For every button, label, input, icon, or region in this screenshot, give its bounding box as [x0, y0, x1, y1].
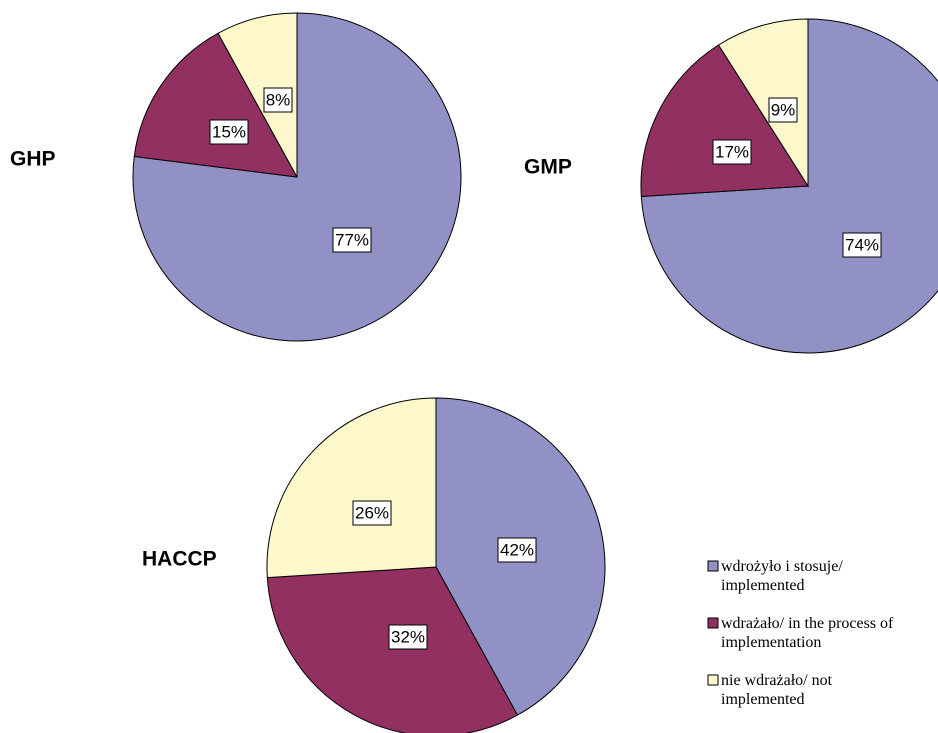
- chart-title: GHP: [10, 148, 56, 171]
- data-label-box: [352, 500, 392, 526]
- pie-slice-not-implemented: [217, 12, 298, 178]
- legend-label-line2: implementation: [721, 634, 821, 651]
- legend-swatch: [707, 560, 719, 572]
- data-label-in-process: 32%: [388, 624, 428, 650]
- data-label-text: 15%: [212, 122, 246, 141]
- legend-label-line1: wdrożyło i stosuje/: [721, 558, 843, 575]
- data-label-in-process: 17%: [712, 139, 752, 165]
- data-label-box: [332, 227, 372, 253]
- data-label-box: [388, 624, 428, 650]
- legend-label-line2: implemented: [721, 691, 805, 708]
- legend-label-line1: nie wdrażało/ not: [721, 672, 833, 689]
- legend-item-not-implemented: nie wdrażało/ not implemented: [707, 672, 833, 708]
- pie-slice-not-implemented: [717, 18, 809, 188]
- pie-chart-haccp: HACCP 42% 32% 26%: [142, 397, 606, 733]
- legend-label-line2: implemented: [721, 577, 805, 594]
- data-label-not-implemented: 9%: [768, 97, 798, 123]
- data-label-implemented: 74%: [842, 232, 882, 258]
- pie-slice-in-process: [133, 32, 298, 178]
- data-label-box: [497, 537, 537, 563]
- pies-layer: GHP 77% 15% 8% GMP 74% 17% 9% HACCP 42% 32% 26%: [10, 12, 938, 733]
- pie-slice-in-process: [640, 44, 809, 198]
- legend-label-line1: wdrażało/ in the process of: [721, 615, 894, 632]
- data-label-box: [712, 139, 752, 165]
- pie-chart-gmp: GMP 74% 17% 9%: [524, 18, 938, 354]
- data-label-box: [768, 97, 798, 123]
- legend: wdrożyło i stosuje/implemented wdrażało/ …: [707, 558, 894, 708]
- data-label-implemented: 42%: [497, 537, 537, 563]
- legend-swatch: [707, 617, 719, 629]
- data-label-text: 77%: [335, 230, 369, 249]
- chart-title: HACCP: [142, 548, 217, 571]
- legend-item-in-process: wdrażało/ in the process of implementatio…: [707, 615, 894, 651]
- data-label-text: 8%: [266, 90, 291, 109]
- data-label-not-implemented: 8%: [263, 87, 293, 113]
- pie-chart-ghp: GHP 77% 15% 8%: [10, 12, 462, 342]
- data-label-text: 74%: [845, 235, 879, 254]
- data-label-in-process: 15%: [209, 119, 249, 145]
- data-label-text: 9%: [771, 100, 796, 119]
- chart-title: GMP: [524, 156, 572, 179]
- data-label-box: [209, 119, 249, 145]
- data-label-not-implemented: 26%: [352, 500, 392, 526]
- data-label-text: 17%: [715, 142, 749, 161]
- pie-slice-in-process: [266, 566, 519, 733]
- data-label-box: [263, 87, 293, 113]
- pie-slice-implemented: [132, 12, 462, 342]
- data-label-text: 42%: [500, 540, 534, 559]
- legend-item-implemented: wdrożyło i stosuje/implemented: [707, 558, 843, 594]
- pie-slice-implemented: [640, 18, 938, 354]
- pie-slice-not-implemented: [266, 397, 437, 579]
- data-label-text: 26%: [355, 503, 389, 522]
- data-label-text: 32%: [391, 627, 425, 646]
- data-label-box: [842, 232, 882, 258]
- legend-swatch: [707, 674, 719, 686]
- data-label-implemented: 77%: [332, 227, 372, 253]
